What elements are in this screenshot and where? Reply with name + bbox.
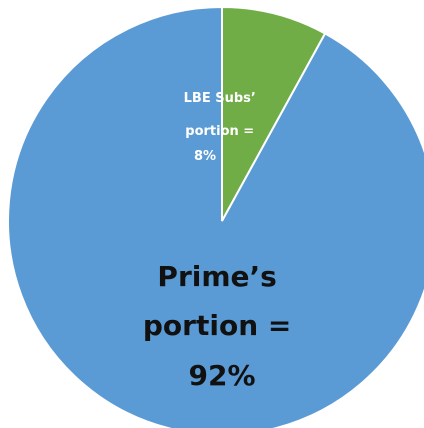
lbe-subs-label-line-2: portion = xyxy=(185,124,254,139)
prime-label: Prime’s portion = 92% xyxy=(143,260,301,392)
prime-label-line-2: portion = xyxy=(143,309,291,342)
lbe-subs-label-line-1: LBE Subs’ xyxy=(184,91,256,106)
prime-label-line-3: 92% xyxy=(188,359,255,392)
prime-label-line-1: Prime’s xyxy=(157,260,276,293)
pie-slices xyxy=(7,5,424,428)
prime-slice xyxy=(7,5,424,428)
lbe-subs-slice xyxy=(221,5,327,222)
lbe-subs-label: LBE Subs’ portion = 8% xyxy=(184,91,261,164)
lbe-subs-label-line-3: 8% xyxy=(194,149,216,164)
